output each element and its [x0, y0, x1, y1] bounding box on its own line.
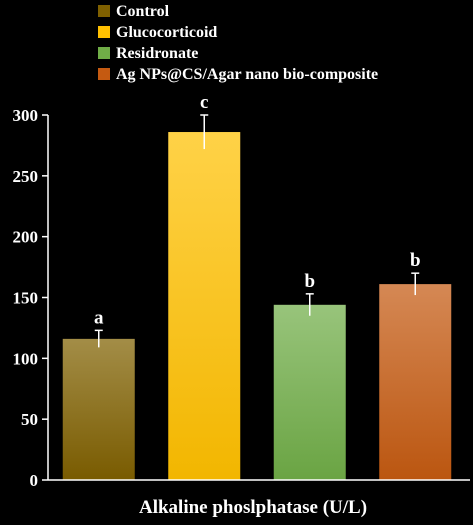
- legend-label: Ag NPs@CS/Agar nano bio-composite: [116, 66, 378, 83]
- y-tick-label: 250: [13, 167, 39, 186]
- error-bar: [411, 272, 420, 296]
- legend-swatch: [98, 26, 110, 38]
- legend-label: Glucocorticoid: [116, 24, 217, 41]
- significance-label: b: [410, 250, 421, 271]
- error-bar: [200, 114, 209, 150]
- legend-swatch: [98, 68, 110, 80]
- bar: [273, 304, 346, 480]
- legend-item: Control: [98, 3, 170, 20]
- legend-item: Residronate: [98, 45, 198, 62]
- y-axis: 0 50 100 150 200 250 300: [13, 106, 49, 490]
- y-tick-label: 150: [13, 289, 39, 308]
- significance-label: c: [200, 92, 208, 113]
- y-tick-label: 0: [30, 471, 39, 490]
- y-tick-label: 100: [13, 349, 39, 368]
- legend-swatch: [98, 47, 110, 59]
- legend-label: Control: [116, 3, 170, 20]
- bars: a c b b: [62, 92, 452, 481]
- y-tick-label: 50: [21, 410, 38, 429]
- legend-item: Ag NPs@CS/Agar nano bio-composite: [98, 66, 378, 83]
- y-tick-label: 300: [13, 106, 39, 125]
- x-axis-label: Alkaline phoslphatase (U/L): [139, 497, 367, 518]
- legend: Control Glucocorticoid Residronate Ag NPs@C…: [98, 3, 378, 83]
- legend-item: Glucocorticoid: [98, 24, 217, 41]
- significance-label: b: [304, 271, 315, 292]
- x-axis: Alkaline phoslphatase (U/L): [48, 479, 470, 518]
- bar: [62, 338, 135, 480]
- bar: [379, 284, 452, 480]
- y-tick-label: 200: [13, 228, 39, 247]
- legend-swatch: [98, 5, 110, 17]
- error-bar: [94, 329, 103, 348]
- error-bar: [305, 293, 314, 316]
- significance-label: a: [94, 307, 104, 328]
- legend-label: Residronate: [116, 45, 198, 62]
- bar: [168, 132, 241, 481]
